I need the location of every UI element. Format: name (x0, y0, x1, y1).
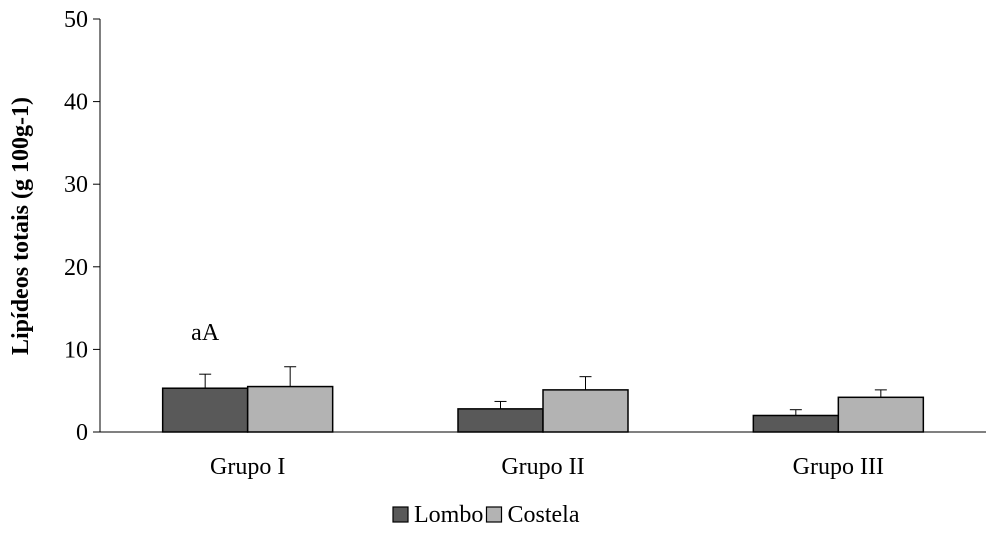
y-tick-label: 0 (76, 420, 88, 446)
y-axis-label: Lipídeos totais (g 100g-1) (8, 97, 34, 355)
axes (99, 19, 986, 433)
annotations: aA (191, 320, 220, 346)
category-labels: Grupo I Grupo II Grupo III (210, 454, 884, 480)
legend: Lombo Costela (392, 502, 580, 528)
legend-swatch-lombo (392, 506, 409, 523)
bar-costela-3 (837, 396, 925, 433)
legend-label-costela: Costela (508, 502, 580, 528)
bars (161, 366, 925, 433)
bar-lombo-1 (161, 387, 249, 433)
bar-lombo-3 (752, 414, 840, 433)
category-label: Grupo II (501, 454, 584, 480)
y-tick-label: 30 (64, 172, 88, 198)
bar-lombo-2 (457, 408, 544, 433)
bar-costela-2 (542, 389, 629, 433)
y-tick-label: 10 (64, 337, 88, 363)
y-tick-label: 50 (64, 7, 88, 33)
category-label: Grupo III (793, 454, 884, 480)
legend-label-lombo: Lombo (414, 502, 483, 528)
y-tick-label: 40 (64, 90, 88, 116)
y-tick-label: 20 (64, 255, 88, 281)
bar-costela-1 (246, 385, 334, 433)
significance-annotation: aA (191, 320, 220, 346)
category-label: Grupo I (210, 454, 285, 480)
y-ticks: 0 10 20 30 40 50 (64, 7, 100, 446)
legend-swatch-costela (485, 506, 503, 523)
